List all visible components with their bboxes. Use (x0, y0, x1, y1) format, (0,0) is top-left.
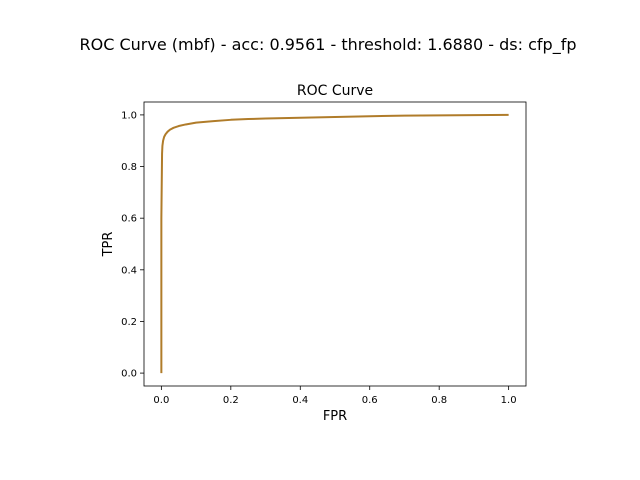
y-tick-label: 1.0 (121, 110, 137, 121)
y-tick-label: 0.0 (121, 369, 137, 380)
roc-curve-line (160, 113, 509, 374)
y-tick-label: 0.4 (121, 265, 137, 276)
x-axis-label: FPR (323, 409, 347, 424)
x-tick-label: 0.8 (431, 395, 447, 406)
x-tick-label: 0.2 (223, 395, 239, 406)
x-tick-label: 1.0 (501, 395, 517, 406)
x-axis-ticks: 0.0 0.2 0.4 0.6 0.8 1.0 (153, 386, 517, 406)
y-axis-label: TPR (101, 232, 116, 258)
axes-frame (143, 101, 527, 387)
y-axis-ticks: 0.0 0.2 0.4 0.6 0.8 1.0 (121, 110, 144, 380)
y-tick-label: 0.6 (121, 214, 137, 225)
x-tick-label: 0.4 (292, 395, 308, 406)
plot-area (160, 113, 509, 374)
figure-suptitle: ROC Curve (mbf) - acc: 0.9561 - threshol… (80, 35, 577, 55)
y-tick-label: 0.2 (121, 317, 137, 328)
chart-title: ROC Curve (297, 83, 373, 99)
x-tick-label: 0.6 (362, 395, 378, 406)
y-tick-label: 0.8 (121, 162, 137, 173)
x-tick-label: 0.0 (153, 395, 169, 406)
